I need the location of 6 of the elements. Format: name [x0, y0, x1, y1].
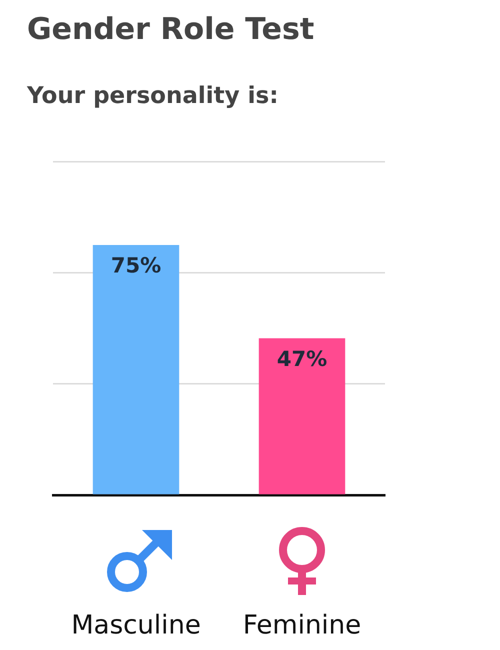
chart-subtitle: Your personality is:: [26, 82, 278, 109]
chart-title: Gender Role Test: [27, 12, 314, 47]
x-tick-label: Masculine: [71, 610, 201, 640]
x-tick-label: Feminine: [242, 610, 362, 640]
data-label: 75%: [110, 253, 162, 278]
data-label: 47%: [276, 346, 328, 371]
